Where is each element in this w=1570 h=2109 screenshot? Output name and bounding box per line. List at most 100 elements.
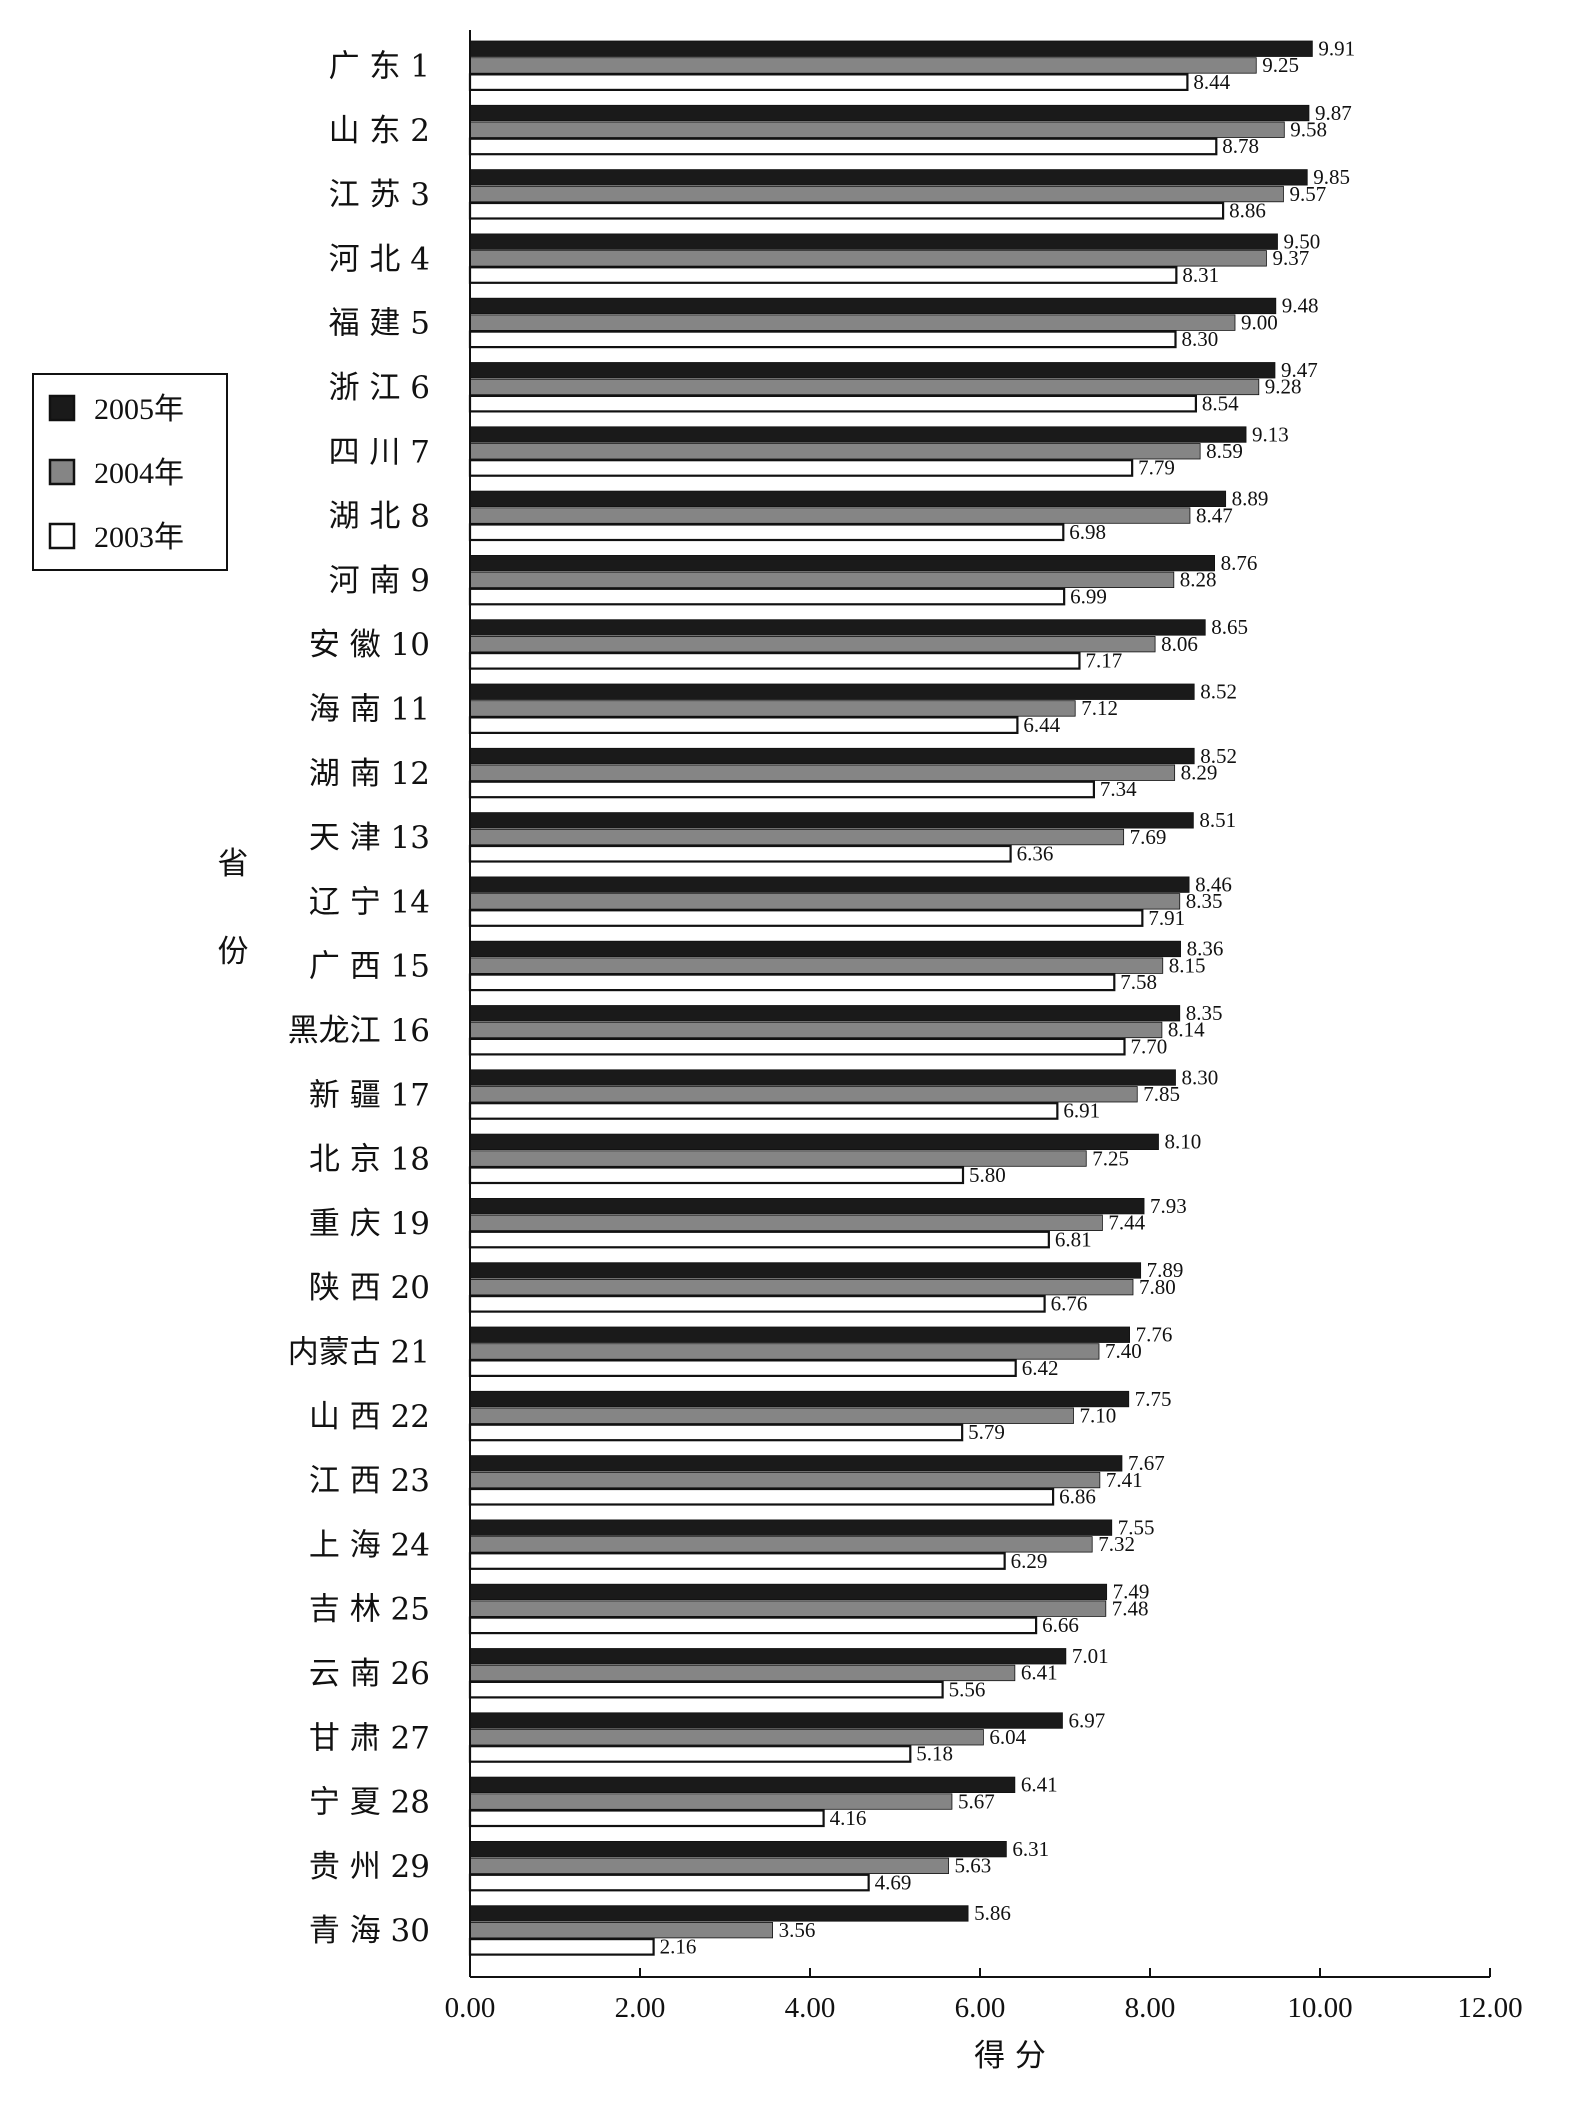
value-label: 6.91 (1063, 1099, 1100, 1123)
bar-6-series-3 (468, 394, 1198, 413)
bar-16-series-3 (468, 1037, 1126, 1056)
bar-12-series-2 (469, 764, 1176, 781)
bar-22-series-3 (468, 1423, 964, 1442)
value-label: 8.30 (1182, 327, 1219, 351)
value-label: 7.55 (1118, 1515, 1155, 1539)
bar-2-series-2 (469, 121, 1285, 138)
value-label: 4.16 (830, 1806, 867, 1830)
bar-16-series-2 (469, 1021, 1163, 1039)
bar-2-series-3 (468, 137, 1218, 156)
bar-12-series-3 (468, 780, 1096, 799)
value-label: 8.15 (1169, 953, 1206, 977)
bar-15-series-3 (468, 973, 1116, 992)
legend-swatch-2 (48, 458, 76, 486)
bar-24-series-1 (469, 1519, 1113, 1536)
value-label: 7.32 (1098, 1532, 1135, 1556)
value-label: 8.86 (1229, 199, 1266, 223)
value-label: 8.35 (1186, 889, 1223, 913)
value-label: 5.63 (955, 1854, 992, 1878)
bar-30-series-1 (469, 1905, 969, 1922)
value-label: 7.91 (1148, 906, 1185, 930)
value-label: 9.57 (1289, 182, 1326, 206)
bar-22-series-1 (469, 1390, 1130, 1408)
bar-20-series-2 (469, 1279, 1134, 1296)
bar-5-series-3 (468, 330, 1177, 349)
bar-1-series-3 (468, 73, 1189, 92)
value-label: 8.47 (1196, 503, 1233, 527)
value-label: 6.86 (1059, 1485, 1096, 1509)
category-label: 新 疆 17 (309, 1077, 430, 1113)
value-label: 5.67 (958, 1789, 995, 1813)
value-label: 9.87 (1315, 101, 1352, 125)
value-label: 8.52 (1200, 680, 1237, 704)
value-label: 7.48 (1112, 1596, 1149, 1620)
category-label: 福 建 5 (329, 306, 430, 342)
bar-10-series-2 (469, 636, 1156, 653)
value-label: 7.01 (1072, 1644, 1109, 1668)
value-label: 6.66 (1042, 1613, 1079, 1637)
bar-7-series-2 (469, 443, 1201, 460)
bar-7-series-3 (468, 459, 1134, 477)
bar-11-series-3 (468, 716, 1019, 735)
value-label: 5.80 (969, 1163, 1006, 1187)
value-label: 8.76 (1221, 551, 1258, 575)
bar-11-series-2 (469, 700, 1076, 717)
value-label: 8.59 (1206, 439, 1243, 463)
bar-18-series-3 (468, 1166, 965, 1185)
value-label: 7.76 (1136, 1323, 1173, 1347)
value-label: 7.40 (1105, 1339, 1142, 1363)
category-label: 浙 江 6 (329, 370, 430, 406)
bar-27-series-2 (469, 1729, 984, 1746)
value-label: 6.29 (1011, 1549, 1048, 1573)
value-label: 9.00 (1241, 310, 1278, 334)
bar-15-series-1 (469, 940, 1181, 958)
value-label: 8.31 (1182, 263, 1219, 287)
bar-19-series-2 (469, 1214, 1103, 1231)
category-label: 上 海 24 (309, 1527, 430, 1563)
bar-28-series-3 (468, 1809, 825, 1828)
value-label: 9.48 (1282, 294, 1319, 318)
category-label: 云 南 26 (309, 1656, 430, 1692)
bar-1-series-2 (469, 57, 1257, 74)
category-label: 河 南 9 (329, 563, 430, 599)
value-label: 7.69 (1130, 825, 1167, 849)
x-tick-label: 10.00 (1287, 1992, 1352, 2024)
value-label: 6.97 (1068, 1708, 1105, 1732)
value-label: 8.28 (1180, 568, 1217, 592)
value-label: 5.56 (949, 1677, 986, 1701)
value-label: 7.85 (1143, 1082, 1180, 1106)
value-label: 7.49 (1113, 1580, 1150, 1604)
value-label: 9.47 (1281, 358, 1318, 382)
value-label: 8.35 (1186, 1001, 1223, 1025)
bar-29-series-3 (468, 1873, 870, 1892)
value-label: 8.30 (1182, 1065, 1219, 1089)
y-axis-title: 省份 (218, 846, 249, 970)
bar-14-series-3 (468, 909, 1144, 927)
bar-25-series-1 (469, 1583, 1108, 1601)
bar-3-series-1 (469, 169, 1308, 186)
bar-6-series-2 (469, 378, 1260, 396)
bar-18-series-1 (469, 1133, 1159, 1150)
value-label: 7.89 (1147, 1258, 1184, 1282)
bar-17-series-2 (469, 1086, 1138, 1103)
value-label: 9.25 (1262, 53, 1299, 77)
value-label: 6.31 (1012, 1837, 1049, 1861)
value-label: 9.58 (1290, 118, 1327, 142)
chart-legend: 2005年 2004年 2003年 (32, 373, 228, 571)
value-label: 7.25 (1092, 1146, 1129, 1170)
bar-3-series-3 (468, 201, 1225, 220)
bar-27-series-3 (468, 1745, 912, 1763)
bar-30-series-2 (469, 1922, 774, 1939)
category-label: 山 东 2 (329, 113, 430, 149)
bar-10-series-1 (469, 619, 1206, 636)
bar-19-series-1 (469, 1198, 1145, 1215)
bar-9-series-2 (469, 571, 1175, 588)
bar-21-series-3 (468, 1359, 1017, 1378)
value-label: 8.51 (1199, 808, 1236, 832)
bar-5-series-1 (469, 297, 1277, 315)
bar-2-series-1 (469, 104, 1310, 122)
value-label: 6.41 (1021, 1773, 1058, 1797)
bar-16-series-1 (469, 1005, 1181, 1022)
bar-23-series-1 (469, 1455, 1123, 1472)
